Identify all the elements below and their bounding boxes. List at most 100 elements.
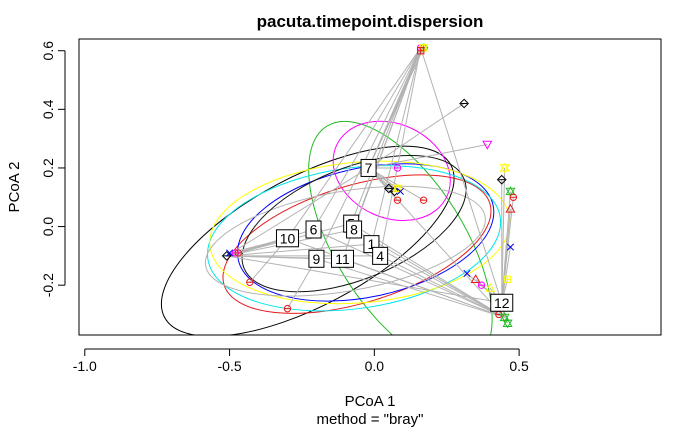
point-marker-b	[418, 44, 429, 54]
point-marker	[459, 98, 470, 109]
sample-point	[509, 193, 518, 201]
x-tick-label: -0.5	[218, 358, 242, 374]
sample-point	[419, 196, 428, 204]
point-marker	[485, 282, 496, 292]
centroid-box	[305, 220, 322, 239]
spider-line-low-2	[379, 255, 505, 318]
centroid-8: 8	[346, 220, 363, 239]
dispersion-ellipse-3	[308, 120, 493, 335]
centroid-label: 7	[365, 160, 373, 176]
spider-line-5	[368, 103, 465, 169]
point-marker-b	[392, 184, 403, 194]
x-tick-label: 0.0	[365, 358, 385, 374]
point-marker	[221, 250, 232, 261]
y-tick-label: 0.6	[40, 41, 56, 61]
point-marker-b	[226, 249, 234, 257]
sample-point	[505, 203, 516, 213]
spider-line-low-7	[316, 258, 505, 318]
sample-points	[221, 42, 518, 329]
point-marker-box	[503, 275, 512, 284]
centroid-spider-lines	[226, 47, 514, 324]
dispersion-ellipse-6	[332, 120, 451, 222]
sample-point	[226, 249, 234, 257]
sample-point	[459, 98, 470, 109]
sample-point	[392, 183, 403, 194]
dispersion-ellipses	[160, 120, 511, 335]
centroid-label: 9	[313, 251, 321, 267]
sample-point	[283, 304, 292, 313]
spider-line-top-5	[368, 47, 422, 169]
spider-line-top-7	[315, 47, 422, 260]
spider-line-top-2	[379, 47, 422, 256]
sample-point	[499, 162, 510, 174]
sample-point	[506, 243, 514, 251]
point-marker	[389, 186, 400, 197]
centroid-label: 12	[494, 295, 510, 311]
spider-line-11	[501, 208, 511, 303]
point-marker-b	[499, 164, 510, 174]
centroid-label: 8	[350, 221, 358, 237]
centroid-6: 6	[305, 220, 322, 239]
sample-point	[505, 186, 516, 197]
dispersion-ellipse-4	[237, 163, 495, 302]
sample-point	[396, 187, 404, 195]
dispersion-ellipse-1	[160, 145, 455, 335]
spider-line-12	[501, 247, 511, 303]
point-marker-b	[502, 319, 513, 329]
centroid-9: 9	[308, 249, 325, 268]
spider-line-low-4	[313, 229, 505, 318]
centroid-box	[330, 249, 354, 268]
centroid-label: 1	[368, 236, 376, 252]
spider-line-top-10	[420, 47, 503, 303]
x-axis-sublabel: method = "bray"	[317, 411, 424, 428]
sample-point	[383, 183, 394, 194]
point-marker	[383, 183, 394, 194]
centroid-label: 4	[376, 248, 384, 264]
point-marker-b	[506, 243, 514, 251]
x-tick-label: -1.0	[73, 358, 97, 374]
centroid-labels: 1456789101112	[275, 158, 514, 312]
point-marker	[496, 174, 507, 185]
centroid-11: 11	[330, 249, 354, 268]
y-tick-label: 0.0	[40, 217, 56, 237]
dispersion-ellipse-8	[204, 185, 486, 297]
spider-line-left-1	[226, 243, 372, 257]
point-marker	[470, 274, 481, 284]
y-tick-label: 0.2	[40, 158, 56, 178]
centroid-box	[490, 293, 514, 312]
sample-point	[234, 249, 242, 257]
point-marker-b	[499, 313, 510, 323]
spider-line-left-5	[226, 167, 369, 257]
spider-line-6	[368, 144, 488, 169]
sample-point	[502, 318, 513, 329]
sample-point	[477, 281, 486, 289]
spider-line-left-10	[226, 255, 502, 304]
centroid-box	[346, 220, 363, 239]
spider-line-top-3	[350, 47, 422, 224]
sample-point	[496, 174, 507, 185]
point-marker-b	[505, 187, 516, 197]
y-axis-label: PCoA 2	[6, 162, 23, 213]
centroid-label: 11	[335, 251, 350, 267]
point-marker-b	[396, 187, 404, 195]
y-tick-label: -0.2	[40, 273, 56, 297]
sample-point	[393, 164, 402, 172]
point-marker	[482, 140, 493, 150]
sample-point	[499, 312, 510, 323]
x-axis: -1.0 -0.5 0.0 0.5	[73, 348, 529, 374]
y-tick-label: 0.4	[40, 99, 56, 119]
plot-frame	[78, 38, 662, 336]
centroid-box	[372, 246, 389, 265]
sample-point	[463, 269, 471, 278]
sample-point	[503, 275, 512, 284]
dispersion-ellipse-5	[207, 165, 502, 312]
x-axis-label: PCoA 1	[345, 393, 396, 410]
centroid-label: 6	[310, 221, 318, 237]
point-marker-b	[463, 269, 471, 278]
point-marker-box	[416, 47, 425, 55]
x-tick-label: 0.5	[509, 358, 529, 374]
point-marker	[505, 203, 516, 213]
centroid-12: 12	[490, 293, 514, 312]
spider-line-top-8	[287, 47, 422, 239]
centroid-box	[308, 249, 325, 268]
